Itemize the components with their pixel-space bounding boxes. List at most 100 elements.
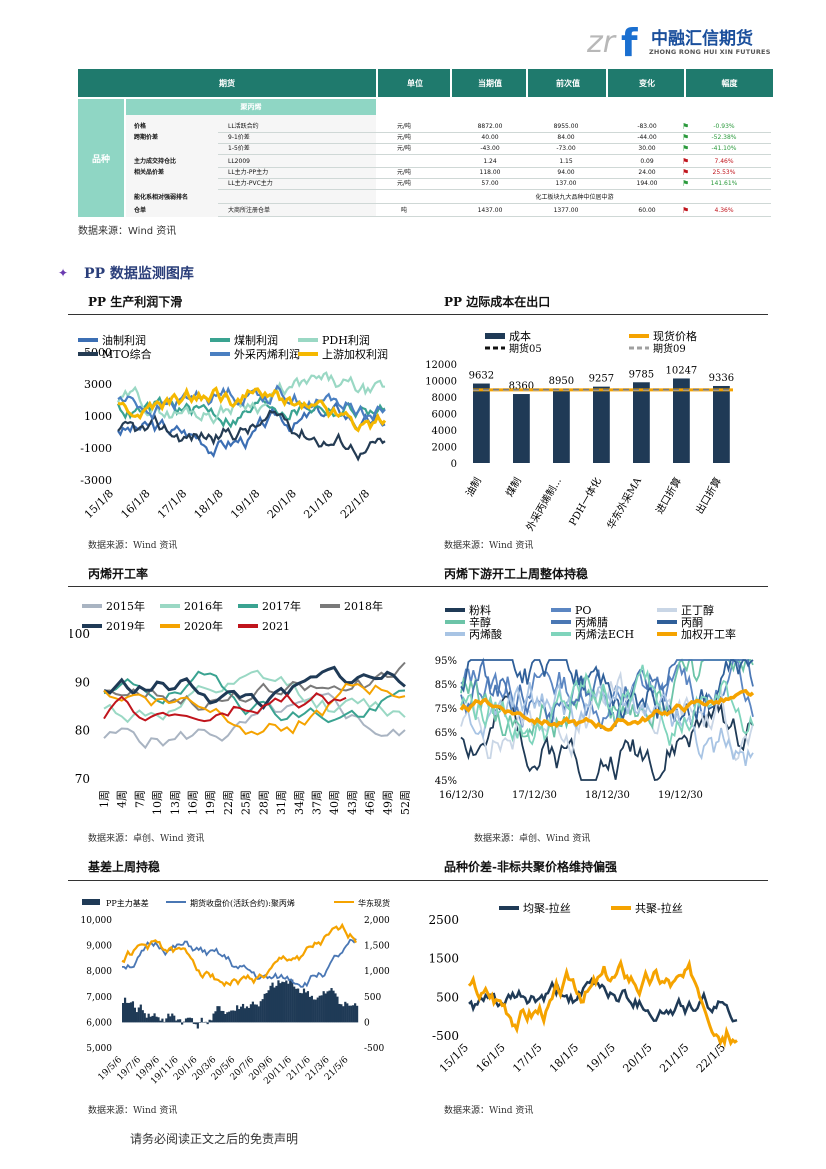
basis-bar	[330, 988, 333, 1023]
basis-bar	[196, 1022, 199, 1029]
basis-bar	[155, 1016, 158, 1023]
header-pct: 幅度	[684, 69, 773, 97]
row-unit: 元/吨	[396, 180, 412, 187]
basis-bar	[208, 1019, 211, 1023]
y-tick-right: 1,000	[364, 967, 390, 977]
x-tick: 10周	[151, 790, 164, 815]
row-line	[218, 178, 771, 179]
y-tick-left: 7,000	[86, 993, 112, 1003]
series-0	[468, 976, 738, 1023]
row-cur: 40.00	[481, 134, 499, 141]
basis-bar	[310, 995, 313, 1023]
basis-bar	[302, 988, 306, 1023]
basis-bar	[275, 985, 278, 1023]
y-tick: 12000	[425, 360, 457, 371]
legend-3: 辛醇	[469, 615, 491, 629]
y-tick: 0	[451, 459, 457, 470]
basis-bar	[194, 1022, 197, 1025]
x-tick: 外采丙烯制...	[523, 475, 564, 532]
product-cell: 聚丙烯	[126, 99, 376, 115]
row-cur: 1.24	[483, 158, 497, 165]
x-tick: 43周	[346, 790, 359, 815]
y-tick-right: 1,500	[364, 942, 390, 952]
basis-bar	[212, 1013, 215, 1023]
basis-bar	[293, 986, 296, 1023]
row-unit: 元/吨	[396, 134, 412, 141]
source-6: 数据来源：Wind 资讯	[444, 1106, 534, 1116]
x-tick: 21/1/8	[301, 487, 335, 521]
panel-title-1: PP 生产利润下滑	[88, 295, 183, 309]
flag-icon: ⚑	[682, 157, 690, 166]
basis-bar	[322, 991, 325, 1023]
y-tick-left: 5,000	[86, 1044, 112, 1054]
y-tick: 65%	[435, 728, 457, 739]
basis-bar	[228, 1011, 231, 1023]
legend-0: 油制利润	[102, 333, 146, 347]
basis-bar	[137, 1007, 140, 1023]
y-tick: 85%	[435, 680, 457, 691]
panel-title-6: 品种价差-非标共聚价格维持偏强	[444, 860, 617, 874]
row-group: 相关品价差	[134, 169, 165, 176]
bar-1	[513, 394, 530, 463]
row-unit: 元/吨	[396, 145, 412, 152]
basis-bar	[328, 990, 331, 1023]
source-5: 数据来源：Wind 资讯	[88, 1106, 178, 1116]
row-line	[218, 154, 771, 155]
row-prev: 1377.00	[553, 207, 579, 214]
basis-bar	[226, 1012, 229, 1023]
x-tick: 13周	[169, 790, 182, 815]
row-pct: 7.46%	[714, 158, 734, 165]
x-tick: 49周	[381, 790, 394, 815]
basis-bar	[232, 1010, 235, 1023]
basis-bar	[255, 1004, 258, 1023]
section-bullet-icon: ✦	[58, 266, 69, 280]
row-pct: 141.61%	[710, 180, 738, 187]
x-tick: 1周	[98, 790, 111, 808]
legend-1: 共聚-拉丝	[635, 901, 683, 915]
x-tick: 19周	[204, 790, 217, 815]
legend-0: 粉料	[469, 603, 491, 617]
basis-bar	[214, 1011, 217, 1023]
row-item: 1-5价差	[228, 145, 250, 152]
x-tick: 40周	[328, 790, 341, 815]
basis-bar	[161, 1018, 164, 1023]
y-tick: 70	[75, 772, 90, 786]
series-0	[460, 689, 754, 781]
source-4: 数据来源：卓创、Wind 资讯	[474, 834, 591, 844]
basis-bar	[129, 1002, 133, 1023]
basis-bar	[165, 1018, 168, 1023]
basis-bar	[143, 1013, 146, 1023]
series-5	[103, 682, 406, 736]
flag-icon: ⚑	[682, 206, 690, 215]
bar-label: 10247	[665, 365, 697, 376]
source-1: 数据来源：Wind 资讯	[88, 541, 178, 551]
y-tick: -1000	[80, 442, 112, 455]
basis-bar	[131, 1001, 135, 1023]
series-5	[460, 659, 754, 727]
legend-4: 丙烯腈	[575, 616, 608, 629]
x-tick: 46周	[364, 790, 377, 815]
x-tick: 18/1/8	[192, 487, 226, 521]
basis-bar	[127, 1002, 131, 1023]
logo-en-text: ZHONG RONG HUI XIN FUTURES	[649, 48, 771, 56]
basis-bar	[281, 981, 284, 1023]
header-futures: 期货	[78, 69, 376, 97]
x-tick: 16周	[187, 790, 200, 815]
row-cur: 8872.00	[477, 123, 503, 130]
basis-bar	[153, 1013, 156, 1023]
legend-5: 上游加权利润	[322, 347, 388, 361]
basis-bar	[320, 995, 323, 1023]
basis-bar	[287, 983, 290, 1023]
basis-bar	[145, 1017, 148, 1023]
basis-bar	[173, 1015, 176, 1023]
basis-bar	[210, 1020, 213, 1023]
y-tick: 3000	[84, 378, 112, 391]
basis-bar	[267, 990, 270, 1023]
row-chg: 60.00	[638, 207, 656, 214]
legend-3: 2018年	[344, 599, 383, 613]
y-tick: 2500	[428, 913, 459, 927]
spot-line	[121, 922, 357, 988]
row-pct: -0.93%	[713, 123, 735, 130]
y-tick: 4000	[432, 426, 457, 437]
basis-bar	[295, 988, 298, 1023]
